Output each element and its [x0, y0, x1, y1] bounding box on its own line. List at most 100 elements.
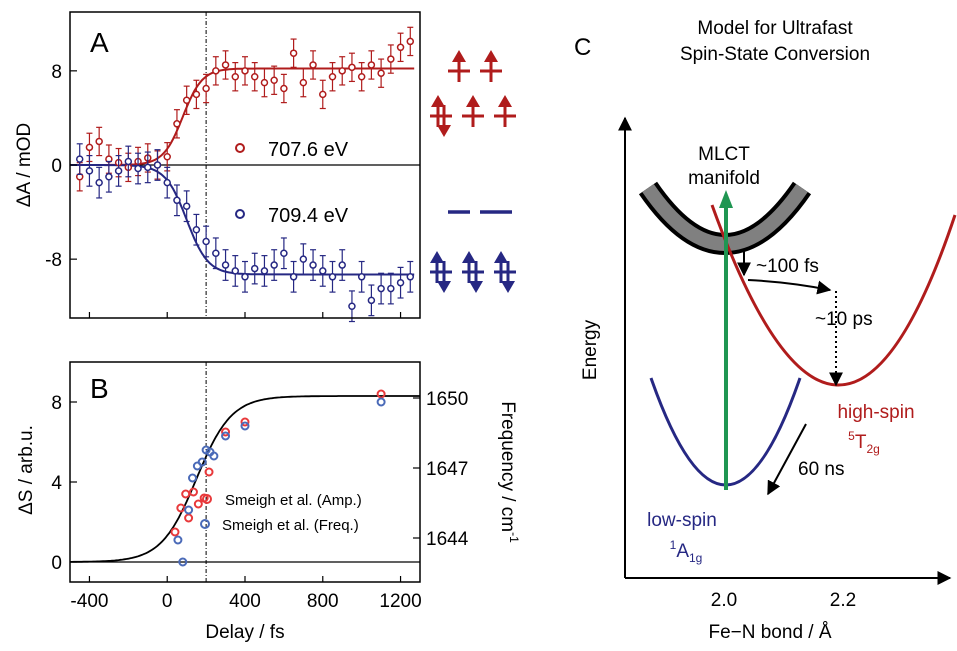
marker	[319, 90, 327, 99]
data-point-series-0	[357, 62, 366, 92]
data-point-series-1	[357, 260, 366, 293]
panel-a-letter: A	[90, 27, 109, 58]
data-point-series-0	[280, 73, 288, 104]
data-point-series-0	[319, 79, 327, 110]
fit-curve-series-1	[70, 164, 415, 276]
data-point-series-0	[338, 56, 346, 86]
marker	[250, 264, 259, 273]
data-point-series-1	[124, 145, 133, 178]
data-point-series-0	[241, 56, 249, 86]
data-point-series-0	[202, 73, 210, 104]
data-point-series-0	[328, 62, 337, 92]
marker	[173, 120, 181, 128]
data-point-series-1	[221, 431, 231, 441]
data-point-series-1	[319, 255, 327, 287]
panel-b-ticks: 0 4 8 1644 1647 1650 -400 0 400 800 1200	[51, 389, 468, 612]
data-point-series-1	[280, 237, 288, 270]
marker	[250, 72, 259, 81]
marker	[124, 157, 133, 166]
marker	[95, 137, 103, 146]
panel-a: -8 0 8 A ΔA / mOD 707.6 eV 709.4 eV	[14, 11, 516, 323]
data-point-series-1	[376, 397, 386, 407]
bond-tick-2-0: 2.0	[711, 590, 737, 611]
marker	[163, 153, 171, 161]
marker	[95, 178, 103, 187]
panel-a-legend: 707.6 eV 709.4 eV	[235, 139, 349, 227]
data-point-series-0	[309, 50, 317, 80]
marker	[357, 72, 366, 81]
panel-b-y2label: Frequency / cm-1	[497, 401, 521, 543]
marker	[260, 267, 269, 275]
legend-marker-freq	[200, 519, 210, 529]
panel-c-title-line-2: Spin-State Conversion	[680, 44, 870, 65]
panel-c-letter: C	[574, 34, 591, 61]
data-point-series-1	[328, 260, 337, 293]
marker	[387, 55, 395, 63]
bond-axis-label: Fe−N bond / Å	[708, 622, 831, 643]
legend-label-freq: Smeigh et al. (Freq.)	[222, 517, 359, 534]
mlct-label-line-2: manifold	[688, 168, 760, 189]
marker	[367, 296, 376, 305]
data-point-series-1	[309, 249, 317, 281]
energy-axis-label: Energy	[580, 319, 601, 380]
marker	[348, 302, 356, 310]
marker	[241, 273, 249, 281]
excitation-arrowhead	[719, 190, 733, 208]
marker	[406, 37, 415, 46]
marker	[221, 61, 230, 69]
data-point-series-0	[231, 62, 240, 92]
data-point-series-1	[105, 160, 113, 193]
marker	[202, 84, 210, 93]
data-point-series-1	[231, 255, 240, 287]
data-point-series-1	[192, 213, 201, 246]
marker	[134, 164, 142, 173]
marker	[241, 67, 249, 75]
panel-b-xlabel: Delay / fs	[205, 622, 284, 643]
marker	[338, 67, 346, 75]
data-point-series-1	[85, 154, 94, 187]
panel-b-y2tick-label: 1647	[426, 459, 468, 480]
panel-b-y2tick-label: 1644	[426, 529, 469, 550]
marker	[192, 90, 201, 99]
data-point-series-1	[173, 184, 181, 217]
marker	[212, 249, 220, 258]
data-point-series-1	[396, 266, 405, 299]
marker	[114, 167, 123, 175]
panel-b-y2tick-label: 1650	[426, 389, 468, 410]
data-point-series-0	[270, 65, 278, 95]
data-point-series-0	[212, 56, 220, 86]
data-point-series-1	[163, 166, 171, 199]
panel-b-data-points	[170, 389, 386, 567]
data-point-series-1	[406, 260, 415, 293]
panel-a-ylabel: ΔA / mOD	[14, 123, 35, 207]
panel-b-ytick-label: 4	[51, 473, 62, 494]
panel-a-ytick-label: -8	[45, 250, 62, 271]
marker	[289, 49, 298, 57]
panel-b-xtick-label: 400	[229, 591, 261, 612]
data-point-series-0	[289, 38, 298, 68]
data-point-series-1	[387, 272, 395, 305]
data-point-series-0	[193, 499, 203, 509]
data-point-series-0	[173, 109, 181, 139]
data-point-series-1	[114, 154, 123, 187]
data-point-series-0	[299, 67, 308, 98]
marker	[163, 178, 171, 187]
data-point-series-1	[202, 225, 210, 258]
data-point-series-1	[260, 255, 269, 287]
marker	[319, 267, 327, 275]
marker	[182, 96, 191, 105]
data-point-series-0	[188, 487, 198, 497]
marker	[396, 43, 405, 52]
marker	[202, 237, 210, 246]
panel-b-ytick-label: 8	[51, 393, 62, 414]
data-point-series-1	[173, 535, 183, 545]
data-point-series-1	[367, 284, 376, 317]
marker	[75, 155, 84, 163]
panel-b-xtick-label: -400	[70, 591, 108, 612]
marker	[280, 249, 288, 258]
data-point-series-1	[95, 166, 103, 199]
data-point-series-0	[367, 50, 376, 80]
data-point-series-1	[75, 143, 84, 176]
data-point-series-1	[299, 243, 308, 276]
